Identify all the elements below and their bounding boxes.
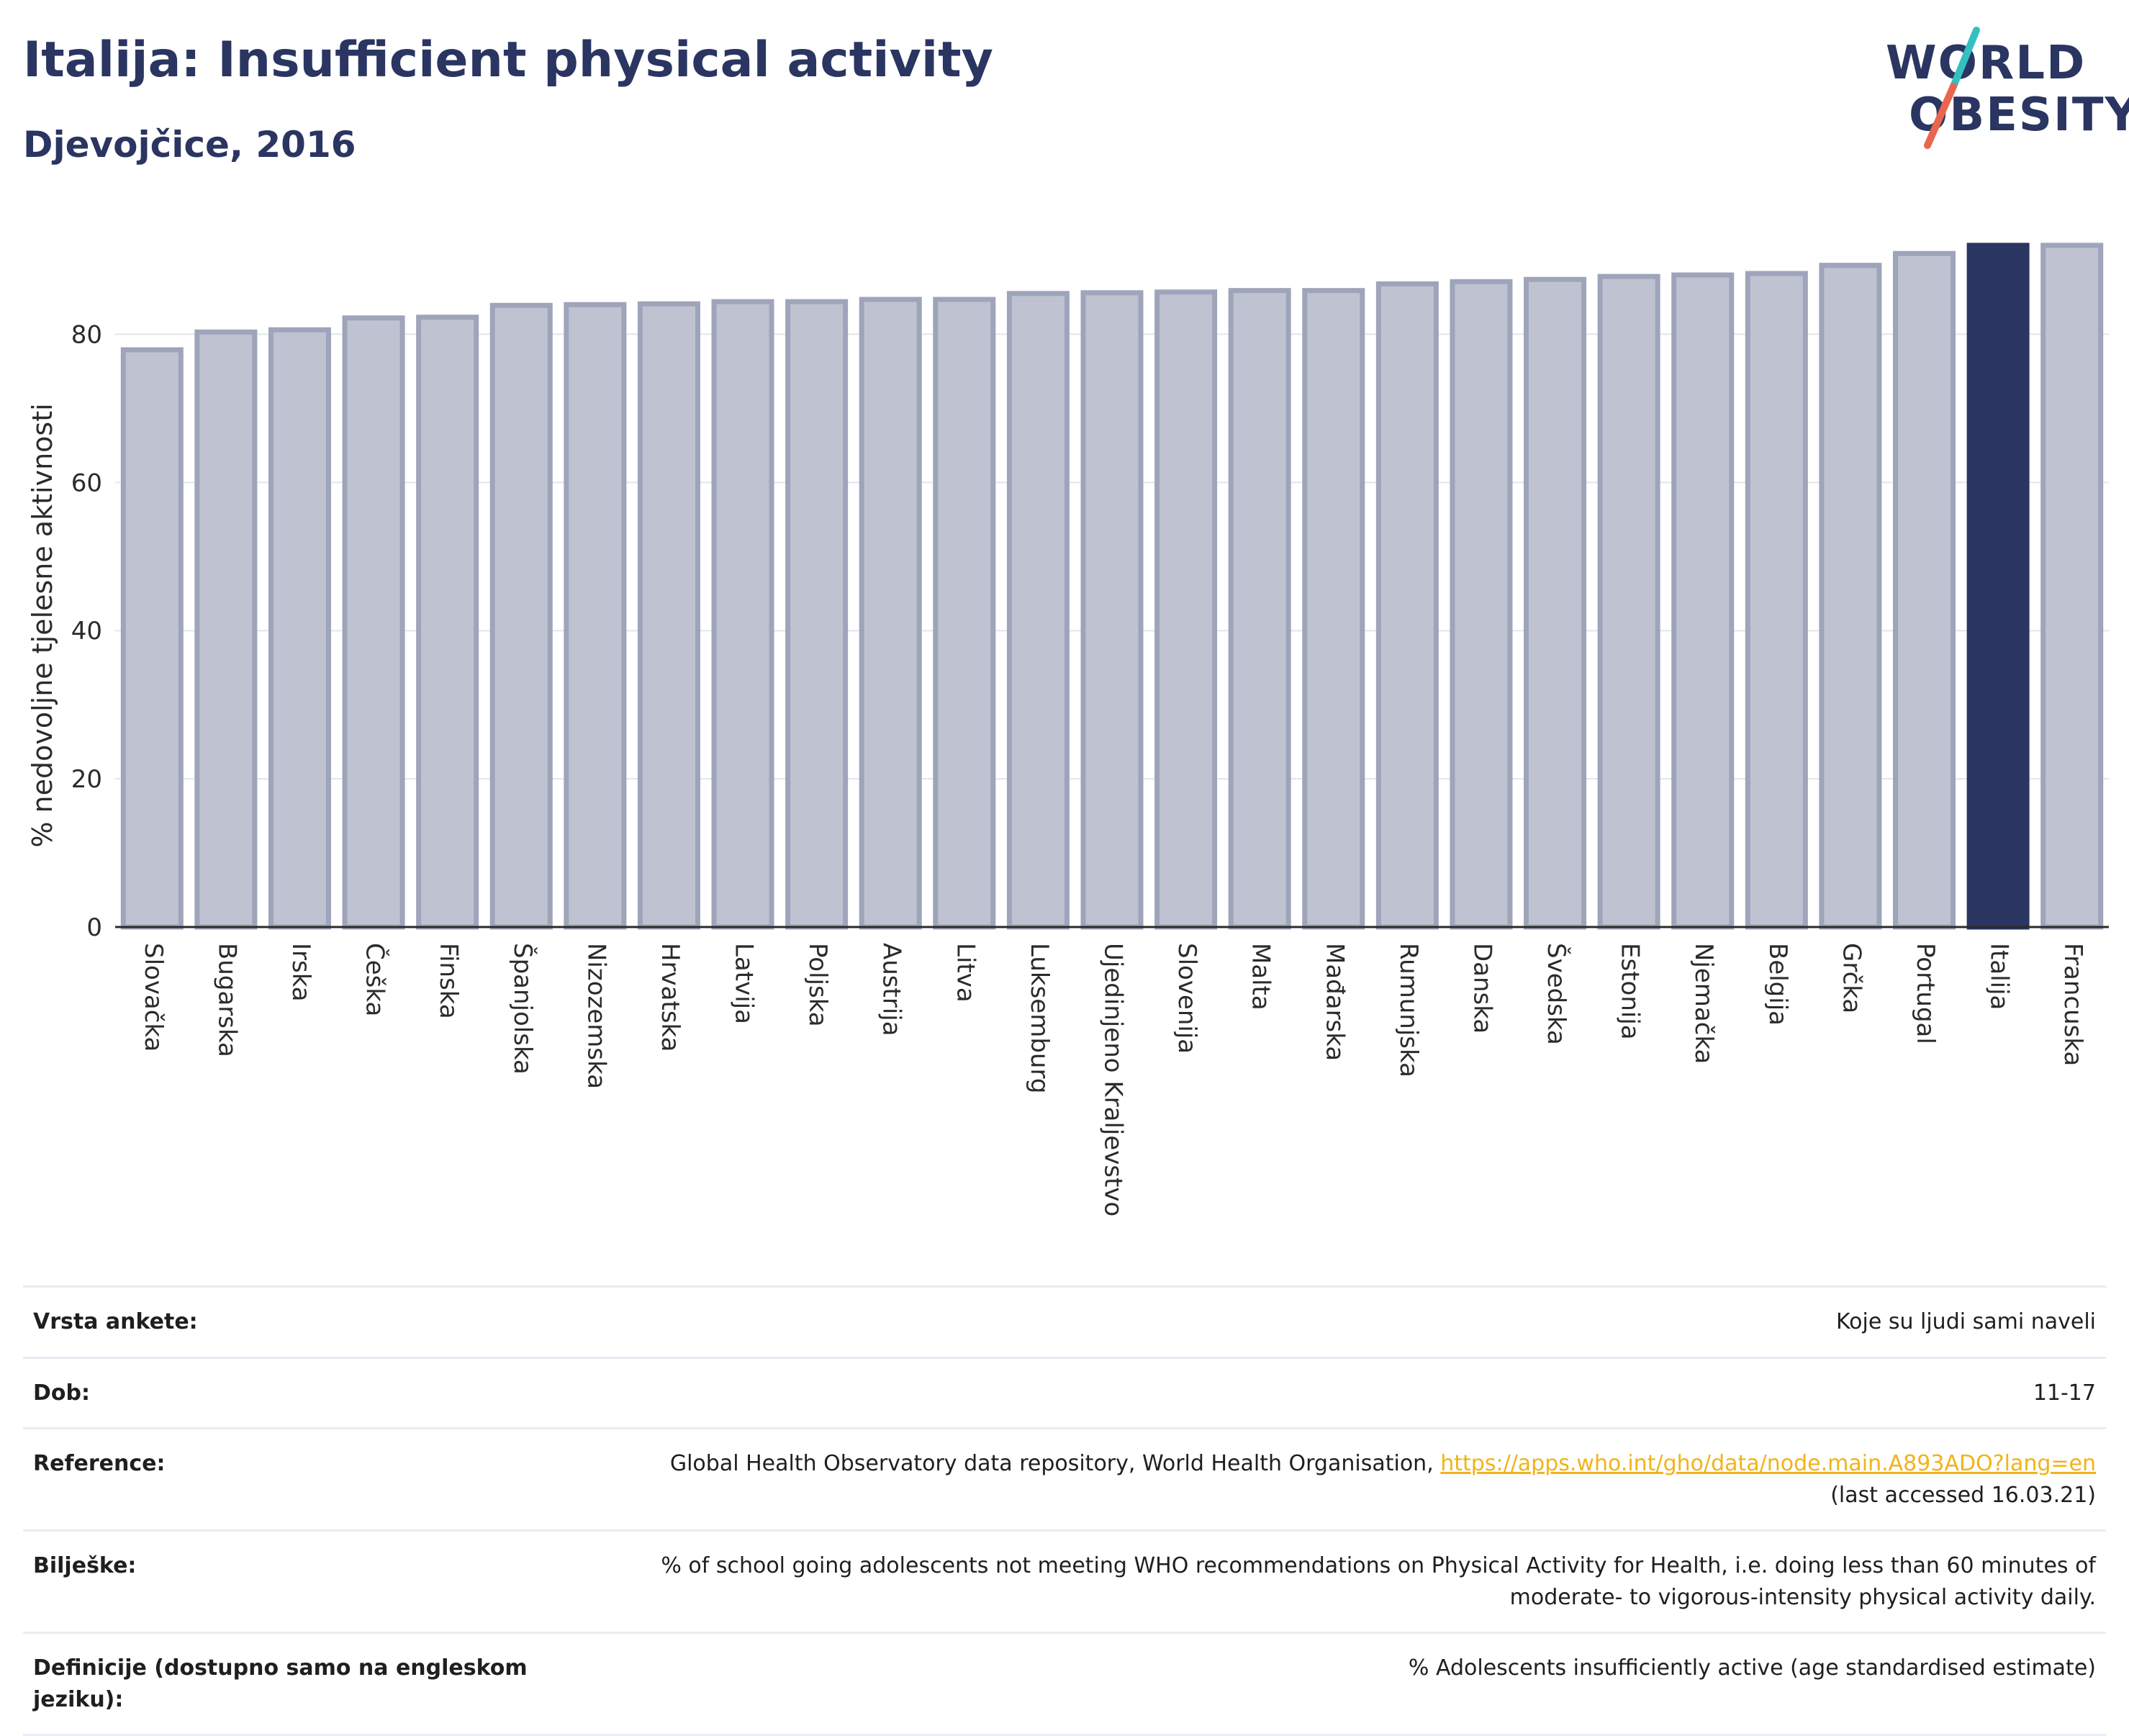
chart-subtitle: Djevojčice, 2016 (23, 124, 356, 166)
x-tick-label: Slovenija (1172, 943, 1201, 1054)
info-table: Vrsta ankete: Koje su ljudi sami naveli … (23, 1285, 2106, 1736)
bar-danska (1450, 279, 1513, 930)
world-obesity-logo: WORLD OBESITY (1871, 22, 2129, 151)
info-label: Vrsta ankete: (33, 1309, 198, 1334)
x-tick-label: Češka (361, 943, 390, 1016)
x-tick-label: Ujedinjeno Kraljevstvo (1099, 943, 1128, 1216)
x-tick-label: Estonija (1616, 943, 1645, 1040)
y-tick-label: 20 (71, 765, 102, 794)
bar-nizozemska (564, 302, 627, 930)
info-label: Dob: (33, 1380, 90, 1406)
bar-luksemburg (1006, 291, 1070, 930)
bar-španjolska (489, 302, 553, 930)
bar-finska (416, 315, 479, 930)
bar-francuska (2040, 243, 2104, 930)
info-row-survey-type: Vrsta ankete: Koje su ljudi sami naveli (23, 1286, 2106, 1357)
x-tick-label: Slovačka (139, 943, 168, 1052)
chart-title: Italija: Insufficient physical activity (23, 32, 993, 89)
bar-irska (268, 327, 331, 930)
bar-portugal (1893, 250, 1956, 930)
bar-slovenija (1154, 289, 1218, 930)
bar-hrvatska (637, 301, 700, 930)
info-value: Koje su ljudi sami naveli (1835, 1309, 2096, 1334)
x-tick-label: Irska (286, 943, 315, 1002)
x-tick-label: Švedska (1542, 943, 1571, 1045)
x-tick-label: Nizozemska (582, 943, 610, 1089)
x-tick-label: Poljska (803, 943, 832, 1027)
x-tick-label: Malta (1247, 943, 1275, 1011)
reference-accessed: (last accessed 16.03.21) (1830, 1482, 2096, 1508)
y-tick-label: 80 (71, 320, 102, 349)
x-tick-label: Mađarska (1320, 943, 1349, 1061)
bar-austrija (859, 297, 922, 930)
x-tick-label: Danska (1468, 943, 1496, 1034)
bar-malta (1228, 288, 1291, 930)
bar-poljska (785, 299, 849, 930)
bar-chart: 0 20 40 60 80 Slovačka Bugarska Irska Češka Fins… (27, 243, 2109, 1216)
info-value: Global Health Observatory data repositor… (547, 1429, 2106, 1531)
bar-estonija (1597, 273, 1660, 930)
x-tick-label: Litva (951, 943, 980, 1003)
x-tick-label: Bugarska (212, 943, 241, 1057)
bars (120, 243, 2104, 930)
logo-line-1: WORLD (1886, 37, 2087, 90)
bar-litva (933, 297, 996, 930)
info-row-age: Dob: 11-17 (23, 1357, 2106, 1429)
x-tick-label: Finska (434, 943, 463, 1019)
x-tick-label: Hrvatska (656, 943, 684, 1052)
x-axis-ticks: Slovačka Bugarska Irska Češka Finska Španjols… (139, 943, 2087, 1216)
reference-text: Global Health Observatory data repositor… (669, 1451, 1441, 1476)
bar-češka (342, 315, 405, 930)
info-row-definitions: Definicije (dostupno samo na engleskom j… (23, 1632, 2106, 1735)
y-tick-label: 0 (86, 913, 102, 942)
x-tick-label: Francuska (2058, 943, 2087, 1066)
bar-švedska (1524, 276, 1587, 930)
x-tick-label: Španjolska (508, 943, 538, 1075)
x-tick-label: Latvija (730, 943, 759, 1024)
x-tick-label: Belgija (1763, 943, 1792, 1026)
y-tick-label: 60 (71, 469, 102, 497)
x-tick-label: Portugal (1911, 943, 1940, 1044)
info-label: Definicije (dostupno samo na engleskom j… (33, 1655, 528, 1712)
info-row-reference: Reference: Global Health Observatory dat… (23, 1428, 2106, 1531)
x-tick-label: Luksemburg (1025, 943, 1054, 1093)
bar-njemačka (1671, 272, 1735, 930)
bar-slovačka (120, 347, 184, 930)
info-value: % Adolescents insufficiently active (age… (1408, 1655, 2096, 1681)
bar-latvija (711, 299, 774, 930)
reference-link[interactable]: https://apps.who.int/gho/data/node.main.… (1440, 1451, 2096, 1476)
x-tick-label: Njemačka (1689, 943, 1718, 1064)
bar-italija (1966, 243, 2030, 930)
bar-ujedinjeno-kraljevstvo (1080, 290, 1144, 930)
info-label: Reference: (33, 1451, 166, 1476)
info-row-notes: Bilješke: % of school going adolescents … (23, 1530, 2106, 1633)
x-tick-label: Grčka (1837, 943, 1866, 1013)
logo-slash-icon (1924, 27, 1980, 149)
info-value: 11-17 (2033, 1380, 2096, 1406)
x-tick-label: Austrija (877, 943, 906, 1036)
info-value: % of school going adolescents not meetin… (661, 1553, 2096, 1610)
info-label: Bilješke: (33, 1553, 137, 1578)
y-tick-label: 40 (71, 617, 102, 646)
bar-rumunjska (1375, 281, 1439, 930)
bar-belgija (1745, 271, 1808, 930)
y-axis-title: % nedovoljne tjelesne aktivnosti (27, 403, 58, 847)
y-axis-ticks: 0 20 40 60 80 (71, 320, 102, 942)
x-tick-label: Italija (1985, 943, 2014, 1010)
x-tick-label: Rumunjska (1394, 943, 1423, 1077)
bar-grčka (1819, 263, 1882, 930)
bar-mađarska (1302, 288, 1365, 930)
bar-bugarska (194, 329, 258, 930)
